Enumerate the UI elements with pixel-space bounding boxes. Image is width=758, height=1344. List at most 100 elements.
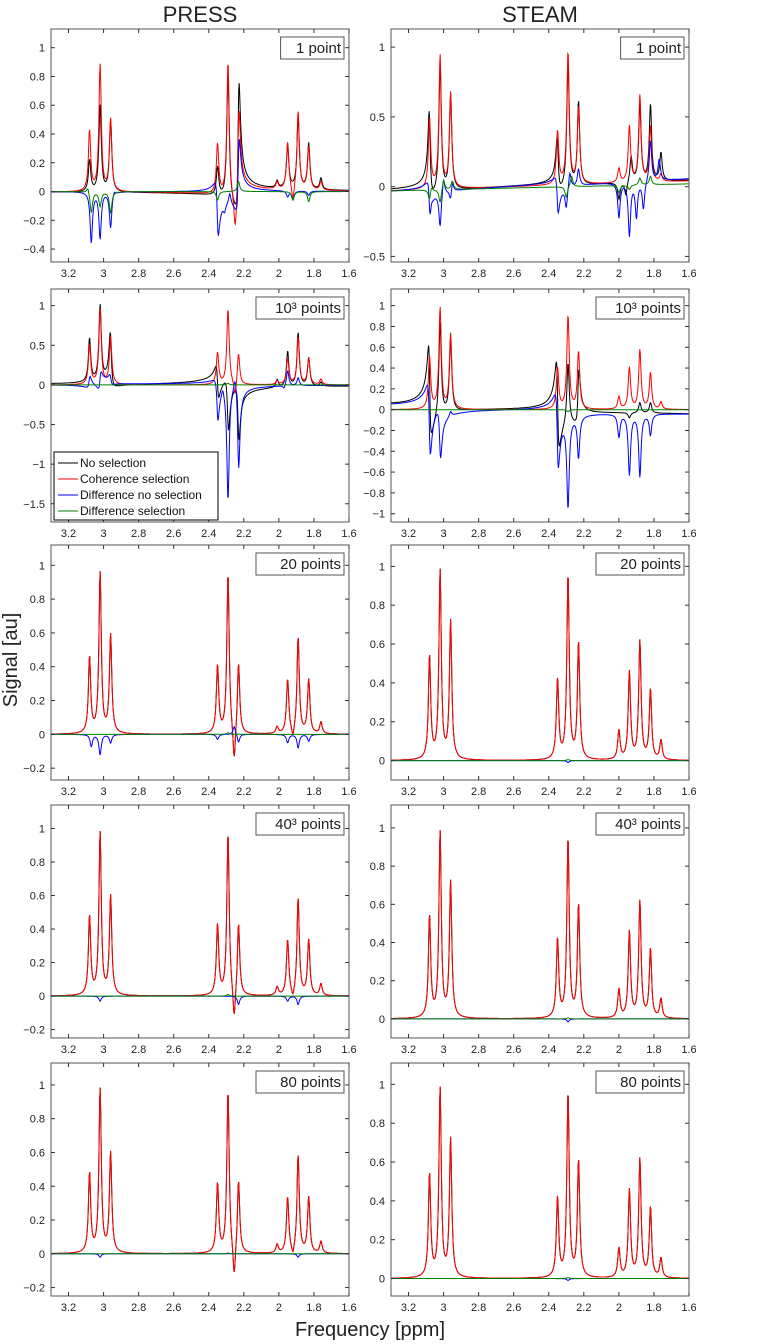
y-tick-label: 0 [39, 1249, 45, 1261]
axes-box [50, 28, 350, 263]
panel-label-box [595, 552, 685, 576]
x-tick-label: 2.8 [471, 1044, 486, 1056]
y-tick-label: 0.2 [370, 384, 385, 396]
y-tick-label: 0.2 [370, 1235, 385, 1247]
x-tick-label: 2.6 [506, 1302, 521, 1314]
x-tick-label: 2 [616, 268, 622, 280]
y-tick-label: 0 [379, 182, 385, 194]
series-green-line [51, 382, 349, 386]
y-tick-label: −0.4 [23, 244, 45, 256]
panel-label: 40³ points [275, 816, 341, 833]
panel-label-box [255, 296, 345, 320]
panels: 3.2 3 2.8 2.6 2.4 2.2 2 1.8 1.6 −0.4 −0.2 0 0.2 0.4 0.… [23, 28, 697, 1314]
x-tick-label: 2 [276, 268, 282, 280]
x-tick-label: 3 [441, 786, 447, 798]
series-black-line [391, 322, 689, 448]
x-tick-label: 1.6 [681, 786, 696, 798]
x-tick-label: 2.8 [471, 786, 486, 798]
x-tick-label: 1.8 [646, 1044, 661, 1056]
y-tick-label: −1 [32, 459, 45, 471]
series-blue-line [391, 384, 689, 508]
series-black-line [51, 74, 349, 205]
column-title-press: PRESS [163, 2, 238, 27]
y-tick-label: −0.2 [23, 1283, 45, 1295]
x-tick-label: 2.6 [506, 528, 521, 540]
x-tick-label: 2.2 [236, 786, 251, 798]
y-tick-label: 0.6 [370, 1157, 385, 1169]
x-tick-label: 2.4 [201, 268, 216, 280]
y-tick-label: −0.6 [363, 467, 385, 479]
x-tick-label: 2.8 [131, 786, 146, 798]
x-tick-label: 3 [441, 1044, 447, 1056]
panel-label: 20 points [280, 556, 341, 573]
axes-box [390, 804, 690, 1039]
x-tick-label: 2.8 [131, 268, 146, 280]
x-tick-label: 3 [101, 528, 107, 540]
axes-box [390, 544, 690, 781]
x-axis-label: Frequency [ppm] [295, 1319, 445, 1341]
x-tick-label: 2.8 [131, 1302, 146, 1314]
y-tick-label: 0.4 [30, 662, 45, 674]
y-tick-label: 0.2 [370, 717, 385, 729]
panel-steam-0: 3.2 3 2.8 2.6 2.4 2.2 2 1.8 1.6 −0.5 0 0.5 1 1 point [363, 28, 697, 280]
panel-label: 1 point [296, 40, 342, 57]
y-tick-label: 0.8 [370, 1118, 385, 1130]
y-tick-label: 1 [379, 823, 385, 835]
x-tick-label: 2.4 [541, 786, 556, 798]
y-tick-label: 0.4 [370, 938, 385, 950]
x-tick-label: 1.6 [341, 786, 356, 798]
panel-label-box [620, 36, 685, 60]
y-tick-label: 0.8 [30, 594, 45, 606]
y-tick-label: 0.8 [30, 71, 45, 83]
x-tick-label: 2 [616, 528, 622, 540]
x-tick-label: 1.8 [646, 268, 661, 280]
x-tick-label: 2.4 [541, 1044, 556, 1056]
y-tick-label: 1 [379, 301, 385, 313]
x-tick-label: 2.2 [576, 1044, 591, 1056]
panel-label-box [595, 1070, 685, 1094]
x-tick-label: 2.4 [201, 1302, 216, 1314]
x-tick-label: 3 [441, 1302, 447, 1314]
y-tick-label: −0.5 [23, 420, 45, 432]
legend-entry: Difference no selection [80, 488, 202, 502]
series-green-line [391, 1017, 689, 1020]
x-tick-label: 1.6 [341, 1044, 356, 1056]
series-blue-line [391, 140, 689, 237]
x-tick-label: 3 [101, 1044, 107, 1056]
y-tick-label: 0 [379, 1274, 385, 1286]
x-tick-label: 2 [276, 786, 282, 798]
y-tick-label: 0.6 [30, 1147, 45, 1159]
x-tick-label: 2.8 [131, 1044, 146, 1056]
y-tick-label: 1 [39, 301, 45, 313]
y-tick-label: 0.6 [30, 628, 45, 640]
y-tick-label: 1 [39, 1080, 45, 1092]
series-red-line [51, 63, 349, 226]
x-tick-label: 3.2 [61, 268, 76, 280]
x-tick-label: 3 [101, 1302, 107, 1314]
x-tick-label: 2 [276, 1302, 282, 1314]
y-tick-label: 0 [39, 187, 45, 199]
series-black-line [51, 830, 349, 1015]
panel-press-2: 3.2 3 2.8 2.6 2.4 2.2 2 1.8 1.6 −0.2 0 0.2 0.4 0.6 0.8… [23, 544, 357, 798]
x-tick-label: 3 [441, 268, 447, 280]
y-tick-label: 1 [379, 561, 385, 573]
axes-box [50, 1062, 350, 1297]
y-axis-label: Signal [au] [0, 613, 22, 708]
x-tick-label: 2.8 [471, 1302, 486, 1314]
x-tick-label: 2.6 [166, 1302, 181, 1314]
x-tick-label: 2.6 [166, 786, 181, 798]
x-tick-label: 2.6 [166, 268, 181, 280]
y-tick-label: 0.6 [30, 100, 45, 112]
y-tick-label: 0 [379, 1014, 385, 1026]
x-tick-label: 2.6 [506, 268, 521, 280]
x-tick-label: 2.2 [576, 268, 591, 280]
axes-box [50, 288, 350, 523]
series-red-line [51, 571, 349, 757]
panel-label-box [255, 812, 345, 836]
y-tick-label: 0.5 [30, 340, 45, 352]
x-tick-label: 3.2 [61, 1302, 76, 1314]
y-tick-label: 0.8 [370, 861, 385, 873]
y-tick-label: 0.4 [370, 1196, 385, 1208]
x-tick-label: 1.6 [341, 1302, 356, 1314]
panel-label-box [595, 812, 685, 836]
